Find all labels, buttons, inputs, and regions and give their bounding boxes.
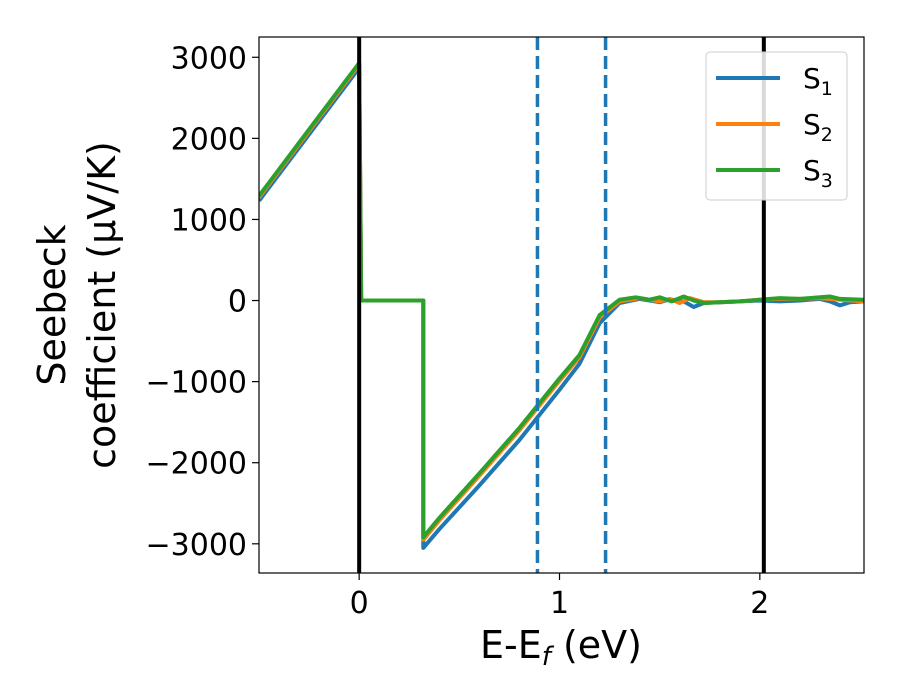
y-tick-label: −1000 (146, 366, 247, 401)
x-tick-label: 2 (750, 586, 769, 621)
x-axis-title: E-Ef (eV) (480, 623, 642, 672)
plot-frame (258, 36, 865, 574)
legend-label-s3: S3 (803, 154, 833, 192)
legend-label-s1: S1 (803, 62, 833, 100)
y-tick-label: −2000 (146, 447, 247, 482)
series-line-s3 (259, 60, 864, 540)
legend-label-s2: S2 (803, 108, 833, 146)
y-tick-label: 0 (228, 285, 247, 320)
plot-area (259, 37, 864, 573)
y-axis-title: Seebeck coefficient (μV/K) (30, 141, 124, 469)
y-tick-label: 1000 (171, 203, 247, 238)
y-tick-label: 2000 (171, 122, 247, 157)
x-tick-label: 1 (550, 586, 569, 621)
x-tick-label: 0 (350, 586, 369, 621)
axis-ticks: 0 1 2 3000 2000 1000 0 −1000 −2000 −3000 (146, 41, 770, 621)
y-axis-title-line1: Seebeck (30, 224, 74, 385)
y-tick-label: −3000 (146, 528, 247, 563)
legend: S1 S2 S3 (705, 51, 848, 201)
y-tick-label: 3000 (171, 41, 247, 76)
y-axis-title-line2: coefficient (μV/K) (80, 141, 124, 469)
